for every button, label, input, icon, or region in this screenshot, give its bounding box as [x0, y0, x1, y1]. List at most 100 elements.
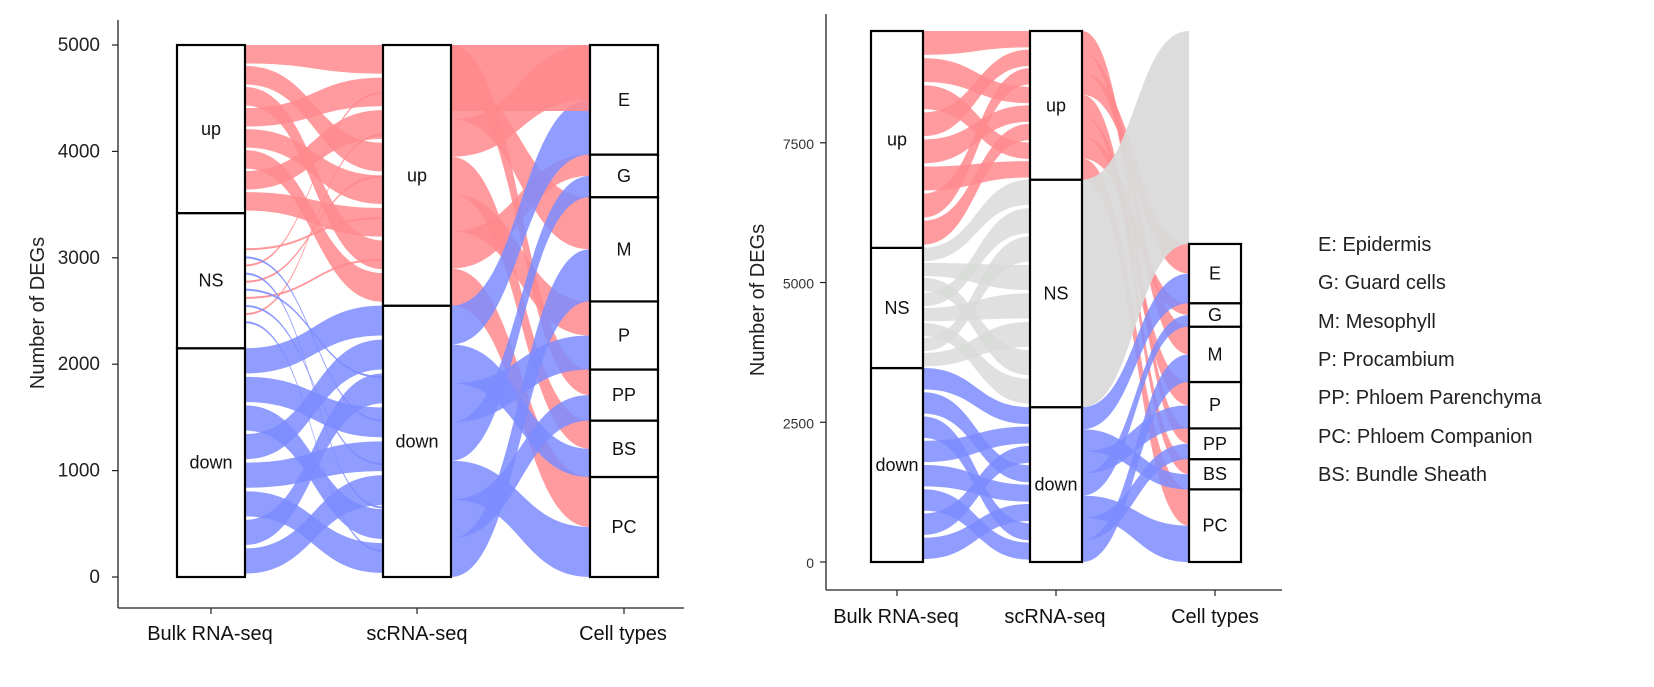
y-tick-label: 1000 [58, 461, 100, 482]
ribbon-NS-bulk-to-sc [923, 293, 1030, 322]
stratum-right-2-P [1187, 380, 1243, 430]
ribbon-ns-thin [245, 321, 383, 552]
legend-item-phloem-companion: PC: Phloem Companion [1318, 426, 1533, 448]
ribbon-up-bulk-to-sc [923, 105, 1030, 164]
stratum-left-2-PC [588, 475, 660, 579]
ribbon-NS-bulk-to-sc [923, 179, 1030, 262]
stratum-label-up: up [1046, 95, 1066, 115]
ribbon-up-bulk-to-sc [923, 49, 1030, 137]
ribbon-ns-thin [245, 175, 383, 283]
stratum-label-P: P [618, 325, 630, 345]
x-category-bulk-left: Bulk RNA-seq [147, 623, 273, 645]
stratum-right-0-up [869, 29, 925, 249]
stratum-left-2-E [588, 43, 660, 156]
stratum-label-down: down [1034, 475, 1077, 495]
legend-item-phloem-parenchyma: PP: Phloem Parenchyma [1318, 387, 1542, 409]
ribbon-up-bulk-to-sc [923, 58, 1030, 104]
y-axis-label-left: Number of DEGs [27, 237, 49, 389]
stratum-right-1-down [1028, 406, 1084, 564]
ribbon-down-to-P [1082, 405, 1189, 474]
stratum-right-0-NS [869, 246, 925, 370]
ribbon-up-bulk-to-sc [245, 45, 383, 74]
y-tick-label: 0 [806, 555, 814, 571]
y-tick-label: 5000 [783, 276, 814, 292]
ribbon-ns-thin [245, 288, 383, 379]
stratum-label-E: E [1209, 264, 1221, 284]
stratum-left-0-NS [175, 212, 247, 350]
ribbon-ns-thin [245, 272, 383, 509]
y-axis-label-right: Number of DEGs [747, 224, 769, 376]
ribbon-ns-thin [245, 133, 383, 316]
y-tick-label: 4000 [58, 141, 100, 162]
ribbon-down-to-G [1082, 314, 1189, 496]
ribbon-up-bulk-to-sc [245, 66, 383, 172]
ribbon-ns-thin [245, 304, 383, 466]
ribbon-up-bulk-to-sc [923, 85, 1030, 159]
ribbon-down-bulk-to-sc [923, 368, 1030, 425]
stratum-label-down: down [875, 455, 918, 475]
x-category-sc-right: scRNA-seq [1004, 606, 1105, 628]
stratum-left-0-up [175, 43, 247, 215]
ribbon-NS-bulk-to-sc [923, 262, 1030, 291]
stratum-right-0-down [869, 366, 925, 564]
ribbon-down-to-PP [1082, 443, 1189, 540]
ribbon-ns-thin [245, 217, 383, 251]
stratum-left-2-G [588, 153, 660, 199]
legend-item-epidermis: E: Epidermis [1318, 234, 1431, 256]
ribbon-NS-bulk-to-sc [923, 322, 1030, 404]
stratum-label-down: down [189, 453, 232, 473]
ribbon-down-to-M [451, 249, 590, 577]
stratum-label-PC: PC [1202, 516, 1227, 536]
ribbon-ns-thin [245, 256, 383, 422]
stratum-label-BS: BS [1203, 464, 1227, 484]
ribbon-down-to-E [1082, 273, 1189, 430]
stratum-left-1-up [381, 43, 453, 307]
stratum-right-2-E [1187, 242, 1243, 305]
ribbon-up-bulk-to-sc [245, 87, 383, 270]
stratum-label-E: E [618, 90, 630, 110]
ribbon-down-bulk-to-sc [923, 392, 1030, 483]
stratum-left-0-down [175, 347, 247, 579]
stratum-label-up: up [201, 119, 221, 139]
y-tick-label: 2500 [783, 415, 814, 431]
stratum-label-BS: BS [612, 439, 636, 459]
x-category-cells-left: Cell types [579, 623, 667, 645]
stratum-right-1-NS [1028, 178, 1084, 409]
ribbon-down-to-M [1082, 354, 1189, 562]
stratum-label-NS: NS [198, 271, 223, 291]
x-ticks-right [896, 590, 1216, 596]
y-tick-label: 2000 [58, 354, 100, 375]
ribbon-down-to-PP [451, 395, 590, 539]
stratum-label-M: M [617, 239, 632, 259]
ribbon-down-to-G [451, 175, 590, 461]
stratum-label-PC: PC [611, 517, 636, 537]
y-ticks-left: 0 1000 2000 3000 4000 5000 [58, 35, 118, 588]
stratum-right-2-BS [1187, 458, 1243, 491]
ribbon-down-bulk-to-sc [245, 376, 383, 438]
ribbon-NS-bulk-to-sc [923, 321, 1030, 367]
ribbon-down-bulk-to-sc [923, 489, 1030, 560]
stratum-label-P: P [1209, 395, 1221, 415]
y-tick-label: 0 [89, 567, 100, 588]
ribbon-up-unassigned [451, 45, 590, 111]
ribbon-down-bulk-to-sc [245, 405, 383, 540]
x-category-bulk-right: Bulk RNA-seq [833, 606, 959, 628]
stratum-left-2-BS [588, 419, 660, 479]
ribbon-up-bulk-to-sc [923, 68, 1030, 218]
legend-item-procambium: P: Procambium [1318, 349, 1455, 371]
stratum-label-up: up [407, 165, 427, 185]
y-tick-label: 5000 [58, 35, 100, 56]
stratum-label-G: G [1208, 305, 1222, 325]
ribbon-up-bulk-to-sc [923, 123, 1030, 245]
stratum-label-up: up [887, 129, 907, 149]
y-tick-label: 3000 [58, 248, 100, 269]
ribbon-NS-bulk-to-sc [923, 208, 1030, 307]
stratum-label-down: down [395, 431, 438, 451]
legend: E: Epidermis G: Guard cells M: Mesophyll… [1318, 234, 1542, 486]
legend-item-mesophyll: M: Mesophyll [1318, 311, 1436, 333]
stratum-label-M: M [1208, 344, 1223, 364]
chart-left: 0 1000 2000 3000 4000 5000 down NS up down up PC BS… [27, 20, 684, 645]
ribbon-NS-bulk-to-sc [923, 277, 1030, 376]
